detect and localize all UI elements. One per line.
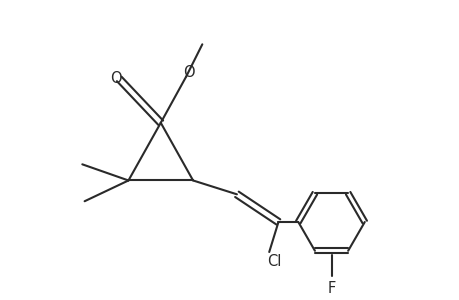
Text: Cl: Cl bbox=[266, 254, 280, 269]
Text: O: O bbox=[110, 71, 121, 86]
Text: F: F bbox=[327, 280, 335, 296]
Text: O: O bbox=[182, 65, 194, 80]
